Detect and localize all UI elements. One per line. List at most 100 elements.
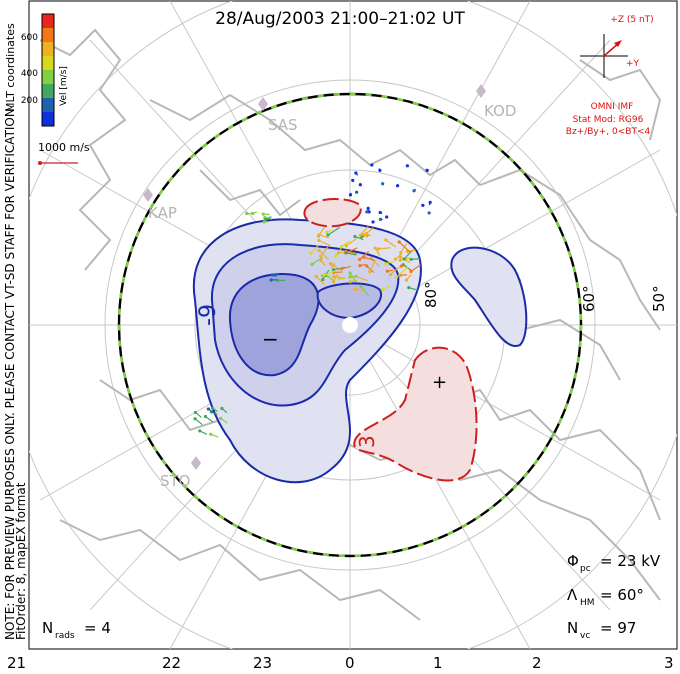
vector-origin <box>261 212 265 216</box>
vector-origin <box>351 178 355 183</box>
velocity-vector <box>212 407 218 412</box>
colorbar-cell <box>42 112 54 127</box>
velocity-vector <box>378 247 391 250</box>
velocity-vectors <box>193 163 432 438</box>
velocity-vector <box>326 229 332 233</box>
velocity-vector <box>194 418 203 426</box>
velocity-vector <box>355 172 359 176</box>
velocity-vector <box>195 411 202 418</box>
velocity-vector <box>320 246 329 257</box>
colorbar-cell <box>42 56 54 71</box>
mlt-tick: 23 <box>253 654 272 672</box>
mlt-tick: 22 <box>162 654 181 672</box>
vector-origin <box>381 182 385 186</box>
velocity-vector <box>366 227 374 234</box>
velocity-vector <box>395 253 403 260</box>
velocity-vector <box>345 250 358 255</box>
velocity-vector <box>317 226 326 237</box>
velocity-vector <box>354 235 364 241</box>
hm-boundary <box>117 92 583 558</box>
colorbar-tick: 400 <box>21 69 38 79</box>
velocity-vector <box>359 263 367 267</box>
nvc-sub: vc <box>580 631 590 641</box>
velocity-vector <box>205 416 214 423</box>
lambda-hm-sub: HM <box>580 598 595 608</box>
colorbar-cell <box>42 84 54 99</box>
imf-condition: Bz+/By+, 0<BT<4 <box>566 127 651 137</box>
phi-pc-symbol: Φ <box>567 552 579 570</box>
imf-z-label: +Z (5 nT) <box>610 15 653 25</box>
imf-source: OMNI IMF <box>591 102 634 112</box>
map-title: 28/Aug/2003 21:00–21:02 UT <box>215 9 465 29</box>
velocity-vector <box>379 211 383 214</box>
negative-potential-cell: − -9 <box>192 218 422 484</box>
velocity-vector <box>387 269 394 272</box>
station-label: KAP <box>148 204 177 222</box>
colorbar-cell <box>42 28 54 43</box>
min-potential-sign: − <box>262 327 279 351</box>
station-label: KOD <box>484 102 516 120</box>
velocity-vector <box>318 239 331 247</box>
velocity-vector <box>400 243 408 254</box>
velocity-vector <box>371 221 374 224</box>
station-label: STO <box>160 472 191 490</box>
velocity-vector <box>350 279 358 283</box>
mlt-tick: 3 <box>664 654 674 672</box>
velocity-colorbar: 600 400 200 Vel [m/s] MLT coordinates <box>4 13 69 127</box>
stat-model: Stat Mod: RG96 <box>573 115 644 125</box>
velocity-vector <box>310 244 319 254</box>
velocity-vector <box>208 408 216 415</box>
velocity-vector <box>333 266 346 271</box>
colorbar-title: MLT coordinates <box>4 23 17 112</box>
colorbar-cell <box>42 98 54 113</box>
nvc-symbol: N <box>567 619 578 637</box>
velocity-vector <box>410 258 420 260</box>
velocity-vector <box>363 256 376 262</box>
velocity-vector <box>333 264 340 271</box>
mlt-tick: 21 <box>7 654 26 672</box>
negative-contour-label: -9 <box>196 304 221 326</box>
phi-pc-value: = 23 kV <box>600 552 661 570</box>
positive-lobe-north <box>303 198 362 228</box>
velocity-vector <box>385 260 395 265</box>
vector-origin <box>385 215 389 219</box>
lambda-hm-symbol: Λ <box>567 586 578 604</box>
velocity-vector <box>365 211 368 214</box>
velocity-vector <box>220 417 228 424</box>
lambda-hm-value: = 60° <box>600 586 644 604</box>
mlt-tick: 0 <box>345 654 355 672</box>
velocity-vector <box>428 202 431 206</box>
velocity-vector <box>408 287 419 291</box>
latitude-label: 50° <box>650 285 668 312</box>
fit-statistics: Φ pc = 23 kV Λ HM = 60° N vc = 97 N rads… <box>42 552 661 641</box>
mlt-tick: 2 <box>532 654 542 672</box>
mlt-tick: 1 <box>433 654 443 672</box>
imf-y-label: +Y <box>626 59 640 69</box>
velocity-vector <box>315 276 326 285</box>
velocity-vector <box>355 288 363 291</box>
negative-lobe-east <box>450 246 528 348</box>
preview-note: NOTE: FOR PREVIEW PURPOSES ONLY. PLEASE … <box>3 104 17 640</box>
max-potential-sign: + <box>432 372 447 393</box>
latitude-label: 60° <box>580 285 598 312</box>
velocity-vector <box>199 430 208 435</box>
phi-pc-sub: pc <box>580 564 591 574</box>
velocity-vector <box>378 168 381 171</box>
fit-order-note: FitOrder: 8, mapEX format <box>14 482 28 640</box>
velocity-vector <box>406 273 412 281</box>
velocity-vector <box>252 211 258 215</box>
velocity-vector <box>399 274 408 276</box>
mlt-axis: 21 22 23 0 1 2 3 <box>7 654 674 672</box>
velocity-vector <box>332 273 339 283</box>
velocity-vector <box>349 192 352 196</box>
velocity-vector <box>349 275 359 278</box>
velocity-vector <box>311 256 324 265</box>
station-label: SAS <box>268 116 298 134</box>
velocity-vector <box>410 264 421 273</box>
velocity-vector <box>425 168 428 171</box>
imf-clock: +Z (5 nT) +Y OMNI IMF Stat Mod: RG96 Bz+… <box>566 15 654 137</box>
velocity-vector <box>369 261 376 272</box>
velocity-vector <box>355 275 368 282</box>
velocity-vector <box>374 247 381 257</box>
